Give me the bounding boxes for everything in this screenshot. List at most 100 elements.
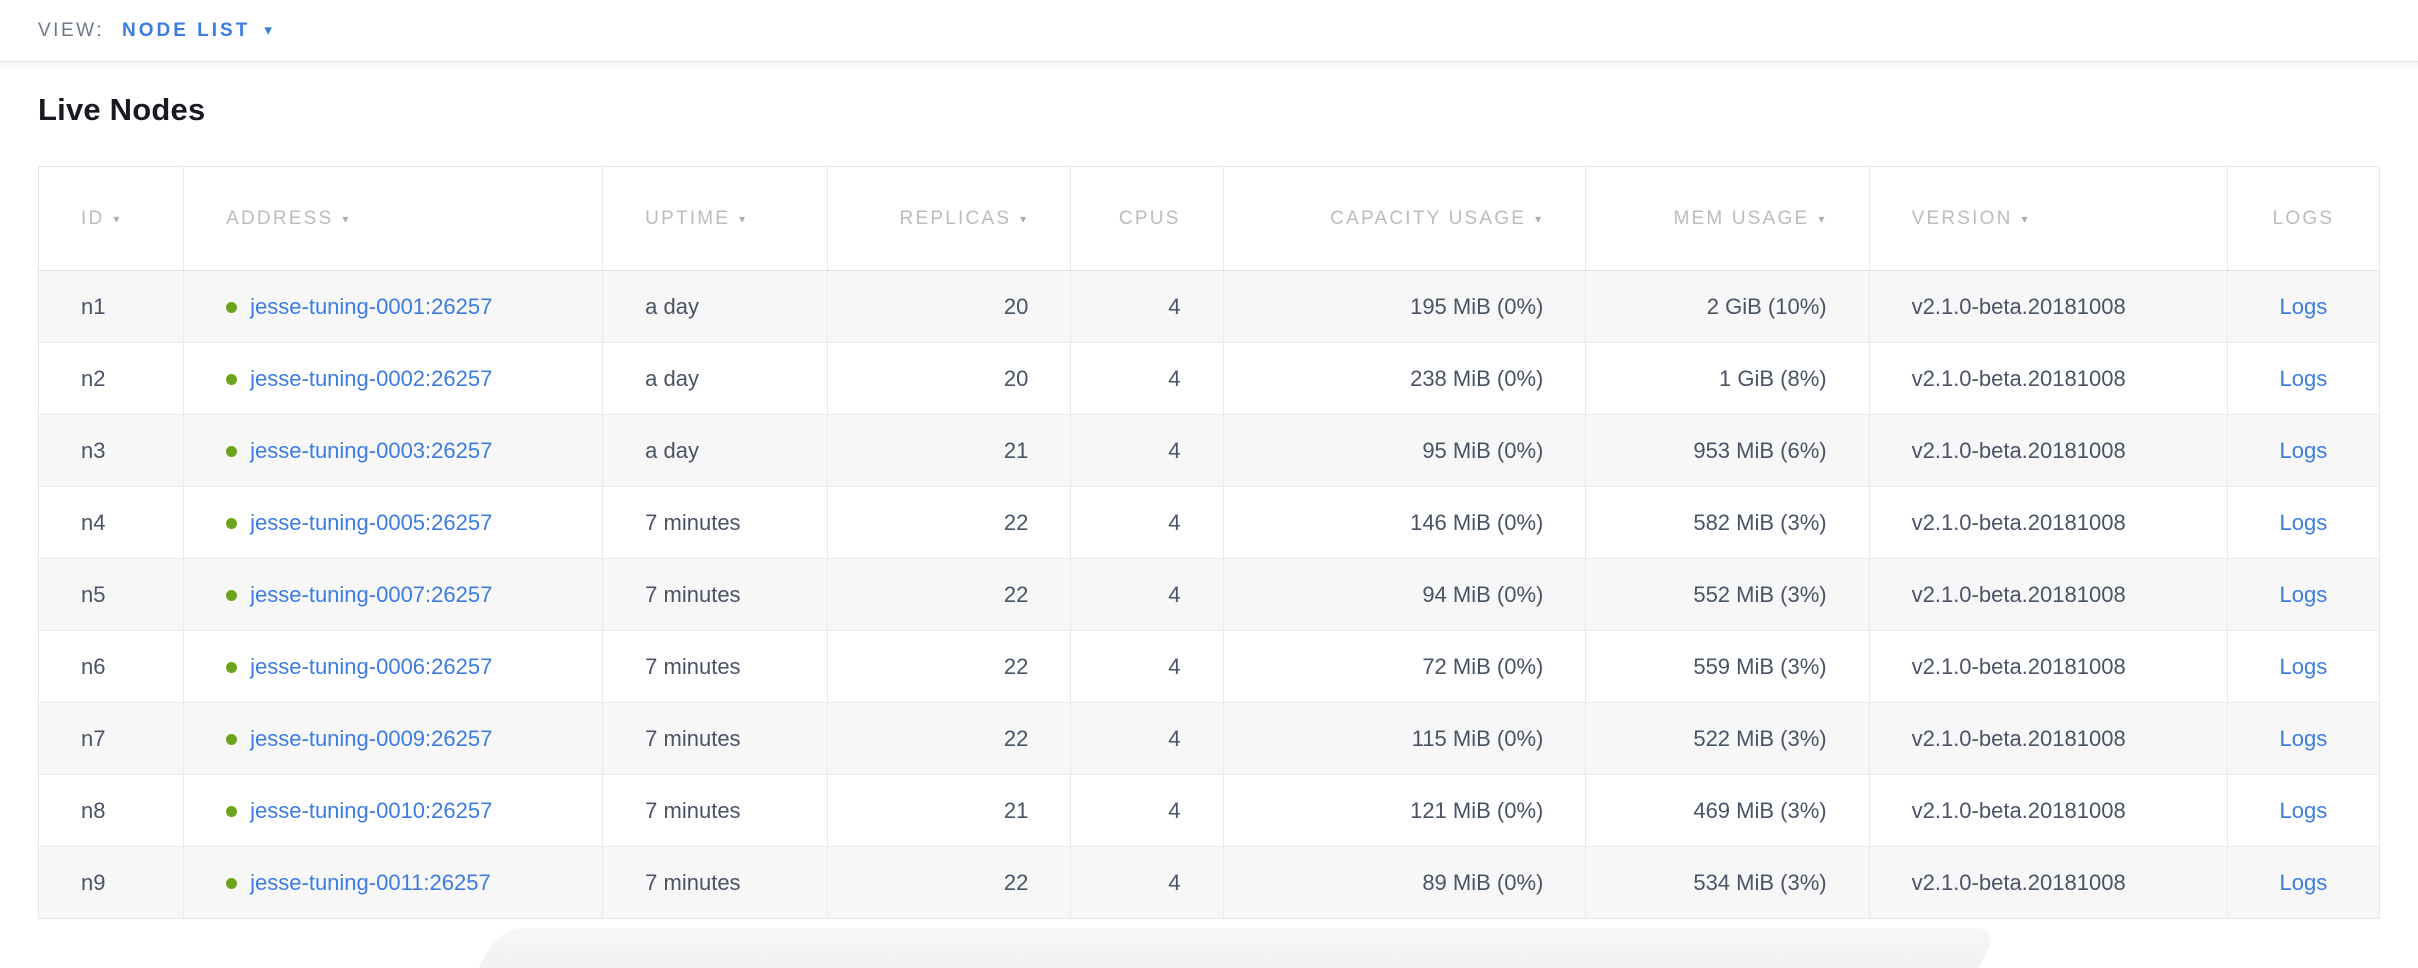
column-header-version[interactable]: VERSION ▾ [1868, 166, 2228, 271]
logs-link[interactable]: Logs [2279, 653, 2328, 679]
cell-address: jesse-tuning-0011:26257 [183, 846, 603, 919]
view-dropdown-value: NODE LIST [122, 19, 251, 41]
node-live-status-icon [226, 877, 238, 889]
cell-logs: Logs [2226, 486, 2380, 559]
cell-address: jesse-tuning-0007:26257 [183, 558, 603, 631]
cell-version: v2.1.0-beta.20181008 [1868, 846, 2228, 919]
view-dropdown[interactable]: NODE LIST ▾ [122, 20, 272, 42]
node-address-link[interactable]: jesse-tuning-0003:26257 [250, 437, 493, 463]
logs-link[interactable]: Logs [2279, 365, 2328, 391]
logs-link[interactable]: Logs [2279, 437, 2328, 463]
cell-replicas: 21 [826, 414, 1071, 487]
table-row: n4 jesse-tuning-0005:26257 7 minutes 22 4 146… [38, 486, 2380, 559]
node-live-status-icon [226, 445, 238, 457]
cell-id: n6 [81, 653, 106, 679]
node-live-status-icon [226, 517, 238, 529]
column-header-replicas[interactable]: REPLICAS ▾ [826, 166, 1071, 271]
column-header-mem_usage[interactable]: MEM USAGE ▾ [1585, 166, 1870, 271]
column-header-label: CPUS [1118, 207, 1181, 229]
node-address-link[interactable]: jesse-tuning-0002:26257 [250, 365, 493, 391]
table-row: n6 jesse-tuning-0006:26257 7 minutes 22 4 72 … [38, 630, 2380, 703]
cell-mem_usage: 559 MiB (3%) [1585, 630, 1870, 703]
cell-replicas: 20 [826, 270, 1071, 343]
node-address-link[interactable]: jesse-tuning-0010:26257 [250, 797, 493, 823]
cell-uptime: a day [602, 414, 828, 487]
cell-id: n3 [81, 437, 106, 463]
cell-uptime: 7 minutes [602, 630, 828, 703]
cell-logs: Logs [2226, 342, 2380, 415]
cell-id: n1 [81, 293, 106, 319]
logs-link[interactable]: Logs [2279, 869, 2328, 895]
cell-cpus: 4 [1070, 414, 1224, 487]
column-header-capacity_usage[interactable]: CAPACITY USAGE ▾ [1222, 166, 1586, 271]
cell-id: n8 [81, 797, 106, 823]
cell-capacity_usage: 238 MiB (0%) [1222, 342, 1586, 415]
cell-version: v2.1.0-beta.20181008 [1868, 774, 2228, 847]
cell-uptime: 7 minutes [602, 702, 828, 775]
cell-uptime: a day [602, 270, 828, 343]
cell-uptime: 7 minutes [602, 558, 828, 631]
node-address-link[interactable]: jesse-tuning-0007:26257 [250, 581, 493, 607]
sort-arrow-icon: ▾ [1818, 211, 1827, 226]
table-row: n1 jesse-tuning-0001:26257 a day 20 4 195 MiB… [38, 270, 2380, 343]
cell-replicas: 21 [826, 774, 1071, 847]
table-row: n8 jesse-tuning-0010:26257 7 minutes 21 4 121… [38, 774, 2380, 847]
column-header-label: LOGS [2272, 207, 2335, 229]
cell-replicas: 20 [826, 342, 1071, 415]
cell-cpus: 4 [1070, 270, 1224, 343]
cell-capacity_usage: 121 MiB (0%) [1222, 774, 1586, 847]
cell-uptime: 7 minutes [602, 774, 828, 847]
bottom-panel-shadow [478, 928, 2000, 968]
column-header-label: VERSION [1911, 207, 2013, 229]
cell-address: jesse-tuning-0009:26257 [183, 702, 603, 775]
cell-cpus: 4 [1070, 630, 1224, 703]
cell-cpus: 4 [1070, 486, 1224, 559]
cell-uptime: a day [602, 342, 828, 415]
cell-capacity_usage: 94 MiB (0%) [1222, 558, 1586, 631]
cell-logs: Logs [2226, 846, 2380, 919]
column-header-label: ID [81, 207, 105, 229]
column-header-uptime[interactable]: UPTIME ▾ [602, 166, 828, 271]
cell-id: n2 [81, 365, 106, 391]
view-label: VIEW: [38, 19, 104, 41]
node-address-link[interactable]: jesse-tuning-0011:26257 [250, 869, 491, 895]
node-address-link[interactable]: jesse-tuning-0009:26257 [250, 725, 493, 751]
table-row: n2 jesse-tuning-0002:26257 a day 20 4 238 MiB… [38, 342, 2380, 415]
column-header-label: UPTIME [645, 207, 731, 229]
nodes-table: ID ▾ ADDRESS ▾ UPTIME ▾ REPLICAS ▾ CPUS CAPACITY … [38, 166, 2380, 919]
cell-capacity_usage: 146 MiB (0%) [1222, 486, 1586, 559]
logs-link[interactable]: Logs [2279, 581, 2328, 607]
cell-replicas: 22 [826, 846, 1071, 919]
sort-arrow-icon: ▾ [1535, 211, 1544, 226]
table-row: n5 jesse-tuning-0007:26257 7 minutes 22 4 94 … [38, 558, 2380, 631]
sort-arrow-icon: ▾ [1020, 211, 1029, 226]
logs-link[interactable]: Logs [2279, 797, 2328, 823]
logs-link[interactable]: Logs [2279, 509, 2328, 535]
logs-link[interactable]: Logs [2279, 725, 2328, 751]
cell-address: jesse-tuning-0002:26257 [183, 342, 603, 415]
table-header-row: ID ▾ ADDRESS ▾ UPTIME ▾ REPLICAS ▾ CPUS CAPACITY … [38, 166, 2380, 271]
cell-cpus: 4 [1070, 558, 1224, 631]
node-address-link[interactable]: jesse-tuning-0006:26257 [250, 653, 493, 679]
cell-address: jesse-tuning-0005:26257 [183, 486, 603, 559]
column-header-label: MEM USAGE [1673, 207, 1810, 229]
view-selector-bar: VIEW: NODE LIST ▾ [0, 0, 2418, 72]
cell-mem_usage: 534 MiB (3%) [1585, 846, 1870, 919]
cell-logs: Logs [2226, 774, 2380, 847]
node-address-link[interactable]: jesse-tuning-0005:26257 [250, 509, 493, 535]
cell-logs: Logs [2226, 414, 2380, 487]
cell-id: n4 [81, 509, 106, 535]
cell-id: n5 [81, 581, 106, 607]
node-address-link[interactable]: jesse-tuning-0001:26257 [250, 293, 493, 319]
cell-mem_usage: 953 MiB (6%) [1585, 414, 1870, 487]
cell-logs: Logs [2226, 702, 2380, 775]
sort-arrow-icon: ▾ [739, 211, 748, 226]
cell-address: jesse-tuning-0001:26257 [183, 270, 603, 343]
logs-link[interactable]: Logs [2279, 293, 2328, 319]
cell-version: v2.1.0-beta.20181008 [1868, 414, 2228, 487]
column-header-label: ADDRESS [226, 207, 334, 229]
column-header-address[interactable]: ADDRESS ▾ [183, 166, 603, 271]
column-header-id[interactable]: ID ▾ [38, 166, 184, 271]
cell-mem_usage: 469 MiB (3%) [1585, 774, 1870, 847]
cell-version: v2.1.0-beta.20181008 [1868, 270, 2228, 343]
